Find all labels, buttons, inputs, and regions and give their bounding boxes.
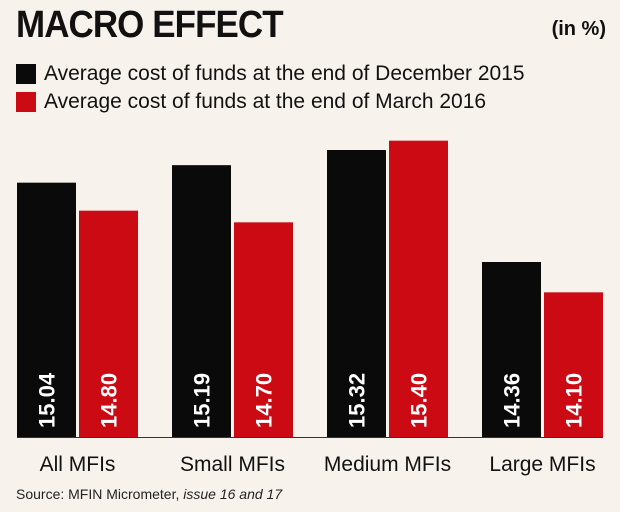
legend-swatch-black [16,64,36,84]
source-note: Source: MFIN Micrometer, issue 16 and 17 [16,486,282,502]
data-label-medium-mfis-series-1: 15.32 [345,373,370,428]
category-label-large-mfis: Large MFIs [489,453,595,476]
bar-large-mfis-series-1 [482,262,541,437]
data-label-all-mfis-series-1: 15.04 [35,372,60,428]
legend-item-march-2016: Average cost of funds at the end of Marc… [16,88,525,116]
bar-medium-mfis-series-1 [327,150,386,437]
category-label-all-mfis: All MFIs [40,453,116,476]
data-label-small-mfis-series-2: 14.70 [252,373,277,428]
unit-label: (in %) [551,18,606,40]
data-label-medium-mfis-series-2: 15.40 [407,373,432,428]
bar-large-mfis-series-2 [544,292,603,437]
source-prefix: Source: MFIN Micrometer, [16,486,184,502]
chart-title: MACRO EFFECT [16,4,284,46]
bar-small-mfis-series-2 [234,222,293,437]
data-label-large-mfis-series-2: 14.10 [562,373,587,428]
category-label-medium-mfis: Medium MFIs [324,453,451,476]
bar-small-mfis-series-1 [172,165,231,437]
bar-medium-mfis-series-2 [389,140,448,437]
legend: Average cost of funds at the end of Dece… [16,60,525,116]
source-issue: issue 16 and 17 [183,486,283,502]
legend-swatch-red [16,92,36,112]
bar-all-mfis-series-2 [79,210,138,437]
legend-label-december-2015: Average cost of funds at the end of Dece… [44,62,525,85]
category-label-small-mfis: Small MFIs [180,453,285,476]
bar-all-mfis-series-1 [17,182,76,437]
data-label-small-mfis-series-1: 15.19 [190,373,215,428]
data-label-large-mfis-series-1: 14.36 [500,373,525,428]
data-label-all-mfis-series-2: 14.80 [97,373,122,428]
legend-label-march-2016: Average cost of funds at the end of Marc… [44,90,487,113]
legend-item-december-2015: Average cost of funds at the end of Dece… [16,60,525,88]
